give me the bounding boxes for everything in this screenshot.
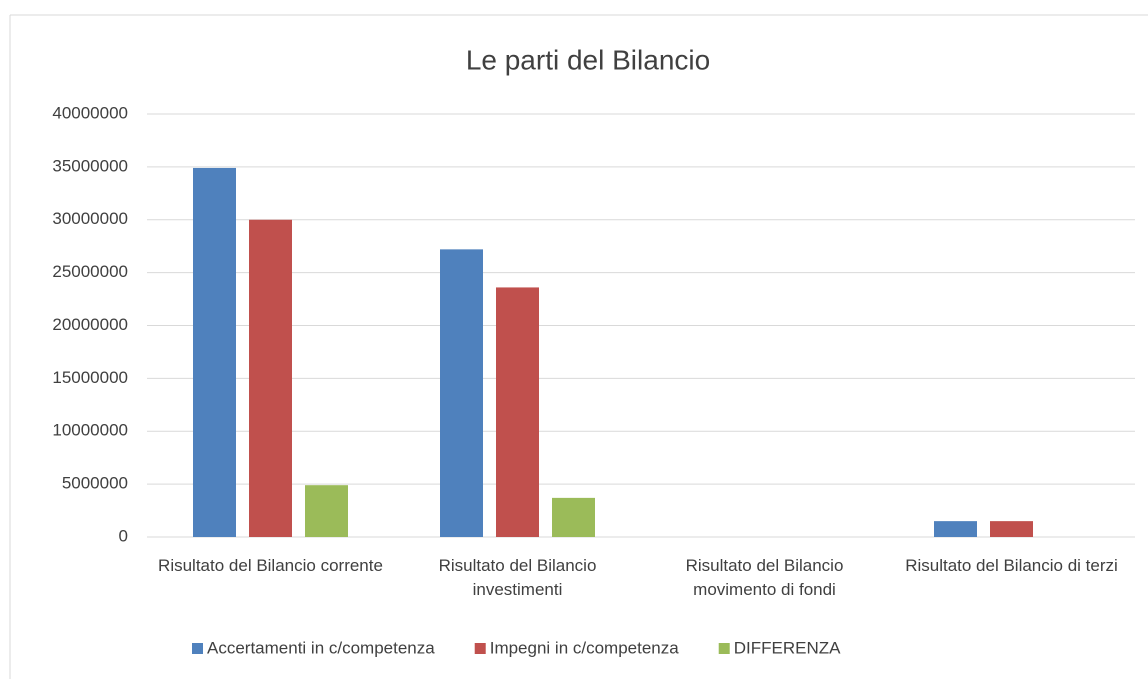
y-tick-label: 25000000 <box>52 262 128 281</box>
y-tick-label: 15000000 <box>52 368 128 387</box>
legend-swatch <box>474 643 486 654</box>
x-tick-label: Risultato del Bilancio movimento di fond… <box>685 556 844 599</box>
legend-swatch <box>192 643 203 654</box>
x-tick-label: Risultato del Bilancio corrente <box>158 556 383 575</box>
y-tick-label: 5000000 <box>62 474 128 493</box>
y-tick-label: 40000000 <box>52 103 128 122</box>
bar <box>193 167 236 537</box>
y-tick-label: 20000000 <box>52 315 128 334</box>
chart-title: Le parti del Bilancio <box>466 44 710 75</box>
bar <box>934 521 977 537</box>
bar <box>305 485 348 537</box>
y-tick-label: 35000000 <box>52 156 128 175</box>
bar <box>990 521 1033 537</box>
legend-swatch <box>718 643 730 654</box>
bar <box>496 287 539 537</box>
x-tick-label: Risultato del Bilancio investimenti <box>438 556 597 599</box>
bar <box>552 497 595 537</box>
legend-label: Accertamenti in c/competenza <box>207 638 435 657</box>
y-tick-label: 0 <box>119 526 128 545</box>
bar <box>249 219 292 537</box>
x-tick-label: Risultato del Bilancio di terzi <box>905 556 1118 575</box>
legend-label: DIFFERENZA <box>734 638 841 657</box>
y-tick-label: 30000000 <box>52 209 128 228</box>
y-tick-label: 10000000 <box>52 421 128 440</box>
legend-label: Impegni in c/competenza <box>490 638 680 657</box>
bar <box>440 249 483 538</box>
